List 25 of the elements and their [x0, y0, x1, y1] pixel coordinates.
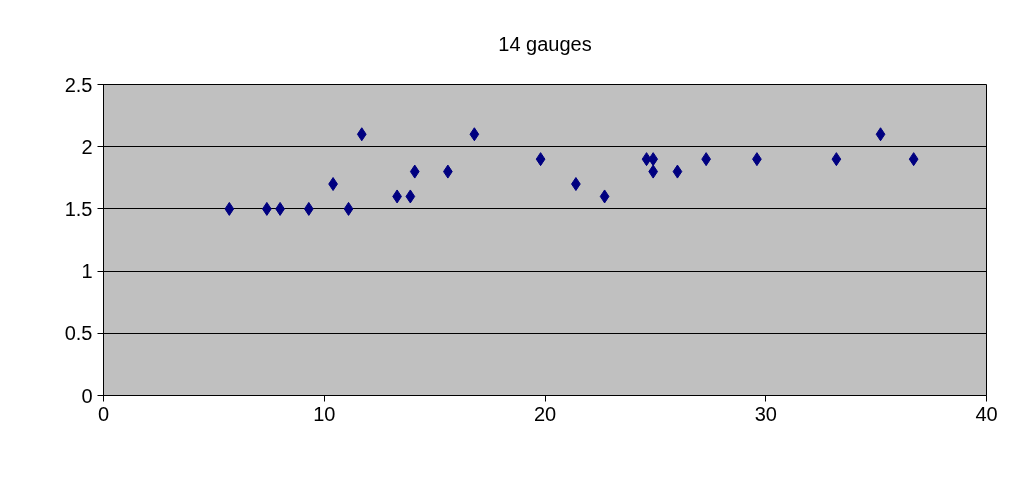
x-tick-label: 40: [975, 402, 998, 425]
y-tick-label: 1.5: [64, 197, 93, 220]
chart-title: 14 gauges: [498, 32, 592, 55]
x-tick-label: 0: [97, 402, 110, 425]
point: [875, 127, 886, 142]
x-tick-label: 10: [313, 402, 336, 425]
point: [535, 152, 546, 167]
y-tick-label: 0: [81, 384, 93, 407]
x-tick-label: 30: [754, 402, 777, 425]
y-tick-label: 2: [81, 135, 93, 158]
y-tick-label: 0.5: [64, 322, 93, 345]
point: [908, 152, 919, 167]
point: [405, 189, 416, 204]
point: [303, 201, 314, 216]
point: [409, 164, 420, 179]
point: [831, 152, 842, 167]
point: [224, 201, 235, 216]
point: [343, 201, 354, 216]
point: [356, 127, 367, 142]
point: [469, 127, 480, 142]
point: [599, 189, 610, 204]
y-tick-label: 1: [81, 260, 93, 283]
point: [672, 164, 683, 179]
y-tick-label: 2.5: [64, 73, 93, 96]
x-tick-label: 20: [533, 402, 557, 425]
